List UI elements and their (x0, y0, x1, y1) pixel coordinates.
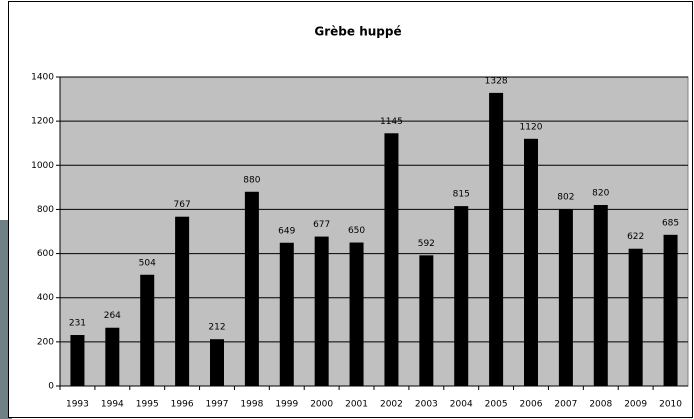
bar (175, 217, 189, 386)
y-tick-label: 1200 (31, 117, 54, 127)
bar (664, 235, 678, 386)
data-label: 264 (104, 311, 121, 321)
data-label: 880 (243, 175, 260, 185)
data-label: 802 (557, 192, 574, 202)
bar (280, 243, 294, 386)
bar (524, 139, 538, 386)
y-tick-label: 600 (37, 249, 54, 259)
x-tick-label: 2008 (589, 400, 612, 410)
data-label: 1120 (520, 122, 543, 132)
x-tick-label: 1993 (66, 400, 89, 410)
bar (140, 275, 154, 386)
data-label: 212 (208, 323, 225, 333)
bar (105, 328, 119, 386)
bar (384, 133, 398, 386)
data-label: 767 (174, 200, 191, 210)
data-label: 231 (69, 319, 86, 329)
x-tick-label: 2009 (624, 400, 647, 410)
x-tick-label: 2010 (659, 400, 682, 410)
bar (629, 249, 643, 386)
x-tick-label: 1997 (206, 400, 229, 410)
x-tick-label: 1998 (240, 400, 263, 410)
data-label: 1145 (380, 117, 403, 127)
bar (315, 237, 329, 386)
chart-title: Grèbe huppé (314, 25, 401, 39)
bar (559, 209, 573, 386)
bar (489, 93, 503, 386)
data-label: 649 (278, 226, 295, 236)
bar (350, 243, 364, 386)
x-tick-label: 2006 (520, 400, 543, 410)
bar (245, 192, 259, 386)
y-tick-label: 1000 (31, 161, 54, 171)
x-tick-label: 2001 (345, 400, 368, 410)
data-label: 820 (592, 189, 609, 199)
data-label: 592 (418, 239, 435, 249)
y-tick-label: 0 (48, 382, 54, 392)
bar (70, 335, 84, 386)
bar (454, 206, 468, 386)
data-label: 622 (627, 232, 644, 242)
bar (594, 205, 608, 386)
data-label: 815 (453, 190, 470, 200)
data-label: 650 (348, 226, 365, 236)
data-label: 504 (139, 258, 156, 268)
data-label: 1328 (485, 76, 508, 86)
bar (419, 255, 433, 386)
y-tick-label: 1400 (31, 73, 54, 83)
bar (210, 339, 224, 386)
x-tick-label: 2002 (380, 400, 403, 410)
data-label: 677 (313, 220, 330, 230)
chart: Grèbe huppé 0 200 400 600 800 1000 1200 1400 199… (0, 0, 694, 419)
y-tick-label: 400 (37, 293, 54, 303)
x-tick-label: 2000 (310, 400, 333, 410)
x-tick-label: 1999 (275, 400, 298, 410)
x-tick-label: 2007 (554, 400, 577, 410)
x-tick-label: 2003 (415, 400, 438, 410)
data-label: 685 (662, 218, 679, 228)
x-tick-label: 1994 (101, 400, 124, 410)
y-tick-label: 200 (37, 337, 54, 347)
x-tick-label: 1995 (136, 400, 159, 410)
x-tick-label: 2004 (450, 400, 473, 410)
x-tick-label: 1996 (171, 400, 194, 410)
x-tick-label: 2005 (485, 400, 508, 410)
y-tick-label: 800 (37, 205, 54, 215)
